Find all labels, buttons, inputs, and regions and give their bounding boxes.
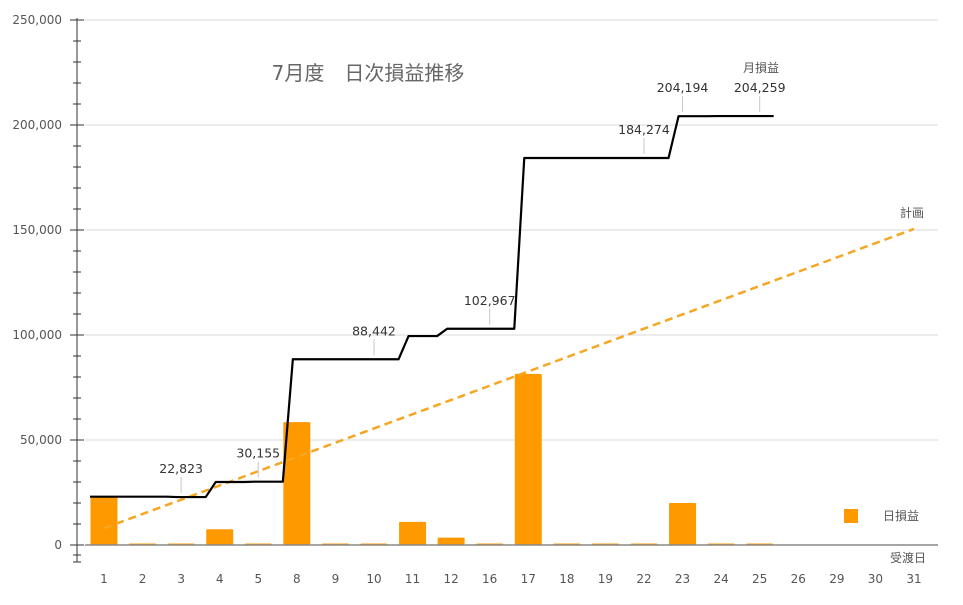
data-labels: 22,823 30,155 88,442 102,967 184,274 204,194 2… [159,80,786,494]
y-tick-label: 100,000 [12,328,62,342]
x-tick-label: 23 [675,572,690,586]
x-tick-label: 25 [752,572,767,586]
data-label: 204,194 [657,80,709,95]
cumulative-line-path [90,114,774,499]
bar [514,373,542,545]
plan-dashed-line [103,227,915,530]
plan-series-label: 計画 [900,205,924,220]
x-tick-label: 17 [521,572,536,586]
legend: 日損益 [844,508,919,523]
chart-title: 7月度 日次損益推移 [272,61,465,85]
bar [669,503,697,545]
bar [399,521,427,545]
x-tick-label: 12 [443,572,458,586]
x-tick-label: 3 [177,572,185,586]
x-tick-label: 1 [100,572,108,586]
x-tick-label: 4 [216,572,224,586]
bar [90,496,118,545]
bar-series [90,373,774,545]
data-label: 88,442 [352,323,396,338]
x-tick-label: 29 [829,572,844,586]
y-tick-label: 250,000 [12,13,62,27]
bar [283,422,311,545]
data-label: 184,274 [618,122,670,137]
legend-label: 日損益 [883,508,919,523]
x-tick-label: 18 [559,572,574,586]
data-label: 102,967 [464,293,516,308]
bar [206,529,234,545]
plan-line [103,227,915,530]
x-tick-label: 31 [906,572,921,586]
x-tick-label: 16 [482,572,497,586]
x-tick-label: 10 [366,572,381,586]
x-tick-label: 8 [293,572,301,586]
y-tick-label: 200,000 [12,118,62,132]
x-tick-label: 5 [254,572,262,586]
cumulative-series-label: 月損益 [743,60,779,75]
x-tick-label: 30 [868,572,883,586]
x-tick-label: 24 [713,572,728,586]
bar [437,537,465,545]
gridlines [85,19,938,441]
y-tick-label: 150,000 [12,223,62,237]
x-axis-label: 受渡日 [890,550,926,565]
x-tick-label: 2 [139,572,147,586]
cumulative-line [90,114,774,499]
x-tick-label: 19 [598,572,613,586]
x-tick-label: 11 [405,572,420,586]
data-label: 204,259 [734,80,786,95]
y-tick-label: 50,000 [20,433,62,447]
data-label: 30,155 [236,446,280,461]
x-tick-label: 22 [636,572,651,586]
x-tick-label: 26 [791,572,806,586]
x-tick-label: 9 [332,572,340,586]
y-tick-label: 0 [54,538,62,552]
legend-swatch [844,509,858,523]
data-label: 22,823 [159,461,203,476]
